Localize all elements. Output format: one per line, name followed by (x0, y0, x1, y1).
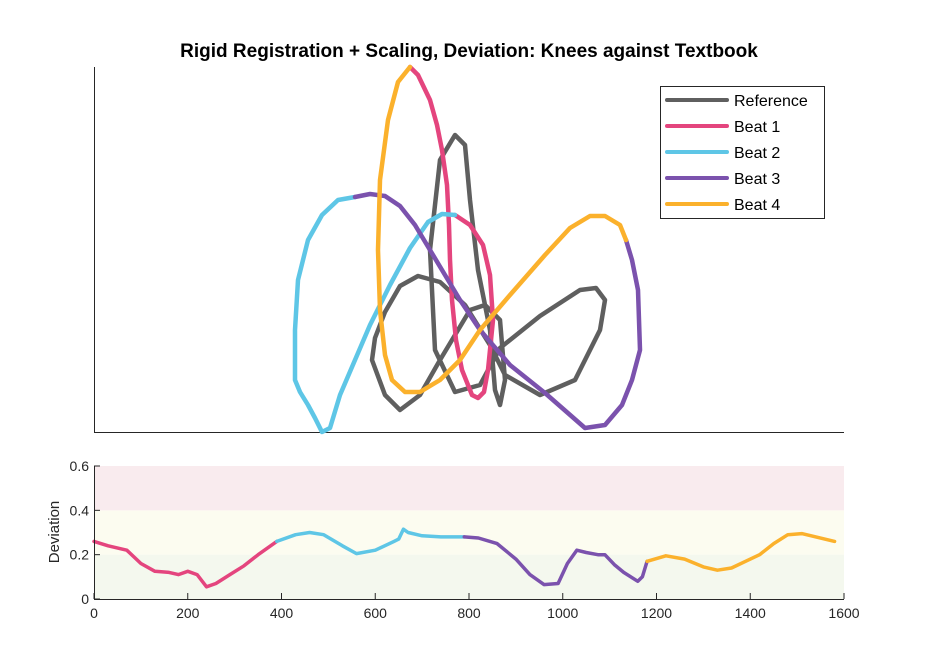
legend-label: Reference (734, 93, 808, 110)
y-tick-label: 0.6 (70, 458, 90, 474)
x-tick-label: 0 (90, 605, 98, 621)
x-tick-label: 1400 (735, 605, 766, 621)
deviation-line-beat-2 (275, 527, 467, 556)
trajectory-line-beat-3 (352, 191, 643, 431)
top-trajectory-lines (292, 64, 643, 435)
deviation-bands (94, 466, 844, 599)
top-axes (94, 64, 844, 435)
deviation-y-ticks: 0 0.2 0.4 0.6 (70, 458, 100, 607)
deviation-y-axis-label: Deviation (46, 501, 63, 564)
legend-label: Beat 4 (734, 197, 780, 214)
legend-label: Beat 2 (734, 145, 780, 162)
x-tick-label: 1600 (828, 605, 859, 621)
trajectory-line-beat-1 (407, 64, 496, 401)
legend-label: Beat 3 (734, 171, 780, 188)
trajectory-line-beat-4 (375, 64, 629, 395)
legend-item-reference: Reference (665, 93, 808, 110)
legend: Reference Beat 1 Beat 2 Beat 3 Beat 4 (660, 86, 825, 219)
x-tick-label: 1200 (641, 605, 672, 621)
deviation-lines (92, 527, 837, 589)
deviation-band-1 (94, 510, 844, 555)
trajectory-line-beat-2 (292, 194, 458, 435)
deviation-line-beat-3 (462, 535, 649, 587)
deviation-band-0 (94, 554, 844, 599)
deviation-band-2 (94, 466, 844, 511)
deviation-line-beat-4 (645, 531, 837, 572)
x-tick-label: 200 (176, 605, 200, 621)
deviation-axes: 0 200 400 600 800 1000 1200 1400 1600 0 0.2 0.4 0.6… (46, 458, 860, 621)
y-tick-label: 0 (81, 591, 89, 607)
chart-title: Rigid Registration + Scaling, Deviation:… (180, 41, 758, 62)
legend-label: Beat 1 (734, 119, 780, 136)
x-tick-label: 1000 (547, 605, 578, 621)
x-tick-label: 800 (457, 605, 481, 621)
y-tick-label: 0.4 (70, 502, 90, 518)
x-tick-label: 400 (270, 605, 294, 621)
trajectory-line-reference (369, 132, 608, 413)
legend-item-beat-3: Beat 3 (665, 171, 780, 188)
deviation-x-ticks: 0 200 400 600 800 1000 1200 1400 1600 (90, 593, 860, 621)
y-tick-label: 0.2 (70, 547, 90, 563)
legend-item-beat-4: Beat 4 (665, 197, 780, 214)
legend-item-beat-2: Beat 2 (665, 145, 780, 162)
legend-item-beat-1: Beat 1 (665, 119, 780, 136)
legend-box (660, 86, 825, 219)
deviation-line-beat-1 (92, 539, 279, 589)
x-tick-label: 600 (364, 605, 388, 621)
